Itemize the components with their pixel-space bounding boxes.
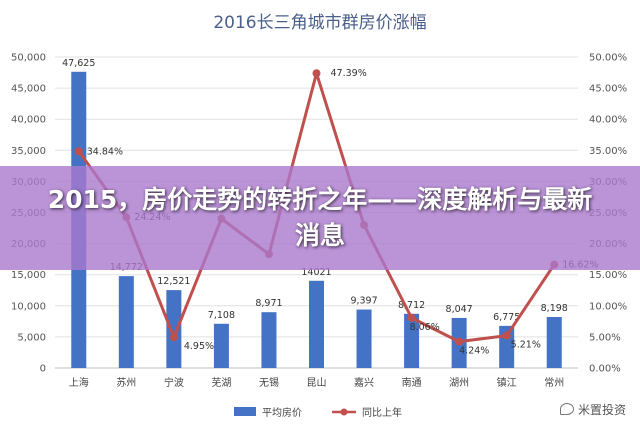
bar-value-label: 14021: [301, 267, 331, 278]
bar: [213, 323, 229, 368]
chart-title: 2016长三角城市群房价涨幅: [213, 13, 426, 33]
line-value-label: 8.06%: [410, 322, 440, 333]
category-label: 苏州: [116, 376, 136, 389]
category-label: 镇江: [497, 376, 517, 389]
left-tick-label: 15,000: [11, 270, 46, 281]
line-point: [169, 333, 178, 342]
overlay-banner: 2015，房价走势的转折之年——深度解析与最新消息: [0, 166, 640, 270]
line-point: [502, 331, 511, 340]
legend-label-line: 同比上年: [362, 406, 402, 419]
left-tick-label: 5,000: [17, 332, 46, 343]
legend-swatch-bar: [234, 407, 256, 416]
bar: [309, 280, 324, 368]
category-label: 湖州: [449, 377, 469, 389]
bar: [404, 313, 420, 368]
legend-marker-line: [340, 408, 348, 416]
overlay-headline: 2015，房价走势的转折之年——深度解析与最新消息: [47, 185, 593, 250]
line-point: [455, 337, 464, 346]
bar: [261, 312, 277, 368]
watermark-text: 米置投资: [577, 402, 626, 417]
bar-value-label: 8,971: [255, 298, 282, 309]
right-tick-label: 0.00%: [589, 364, 621, 375]
wechat-icon: [559, 403, 574, 415]
watermark: 米置投资: [559, 400, 626, 418]
left-tick-label: 45,000: [11, 84, 46, 95]
legend-label-bar: 平均房价: [262, 406, 302, 419]
left-tick-label: 40,000: [11, 115, 46, 126]
category-label: 昆山: [307, 377, 327, 389]
bar-value-label: 9,397: [350, 296, 377, 307]
category-label: 芜湖: [211, 376, 231, 389]
line-value-label: 4.95%: [184, 341, 214, 352]
bar-value-label: 7,108: [208, 310, 235, 321]
category-label: 宁波: [164, 376, 184, 389]
category-label: 常州: [544, 376, 564, 389]
right-tick-label: 10.00%: [589, 301, 627, 312]
line-value-label: 5.21%: [511, 340, 541, 351]
right-tick-label: 40.00%: [589, 115, 627, 126]
right-tick-label: 35.00%: [589, 146, 627, 157]
right-tick-label: 15.00%: [589, 270, 627, 281]
bar-value-label: 12,521: [157, 276, 190, 287]
left-tick-label: 10,000: [11, 301, 46, 312]
bar: [356, 309, 372, 368]
left-tick-label: 35,000: [11, 146, 46, 157]
line-point: [312, 69, 321, 78]
right-tick-label: 5.00%: [589, 332, 621, 343]
category-label: 无锡: [259, 376, 279, 389]
bar-value-label: 6,775: [493, 312, 520, 323]
bar: [118, 276, 134, 368]
right-tick-label: 45.00%: [589, 84, 627, 95]
bar: [546, 317, 562, 368]
line-point: [407, 313, 416, 322]
line-point: [74, 147, 83, 156]
bar-value-label: 47,625: [62, 58, 95, 69]
bar-value-label: 8,198: [541, 303, 568, 314]
left-tick-label: 0: [40, 364, 46, 375]
right-tick-label: 50.00%: [589, 53, 627, 64]
category-label: 南通: [402, 376, 422, 389]
category-label: 上海: [69, 376, 89, 389]
left-tick-label: 50,000: [11, 53, 46, 64]
bar-value-label: 8,712: [398, 300, 425, 311]
line-value-label: 47.39%: [331, 68, 367, 79]
bar: [166, 290, 182, 368]
line-value-label: 34.84%: [87, 146, 123, 157]
category-label: 嘉兴: [354, 376, 374, 389]
bar-value-label: 8,047: [446, 304, 473, 315]
line-value-label: 4.24%: [459, 346, 489, 357]
